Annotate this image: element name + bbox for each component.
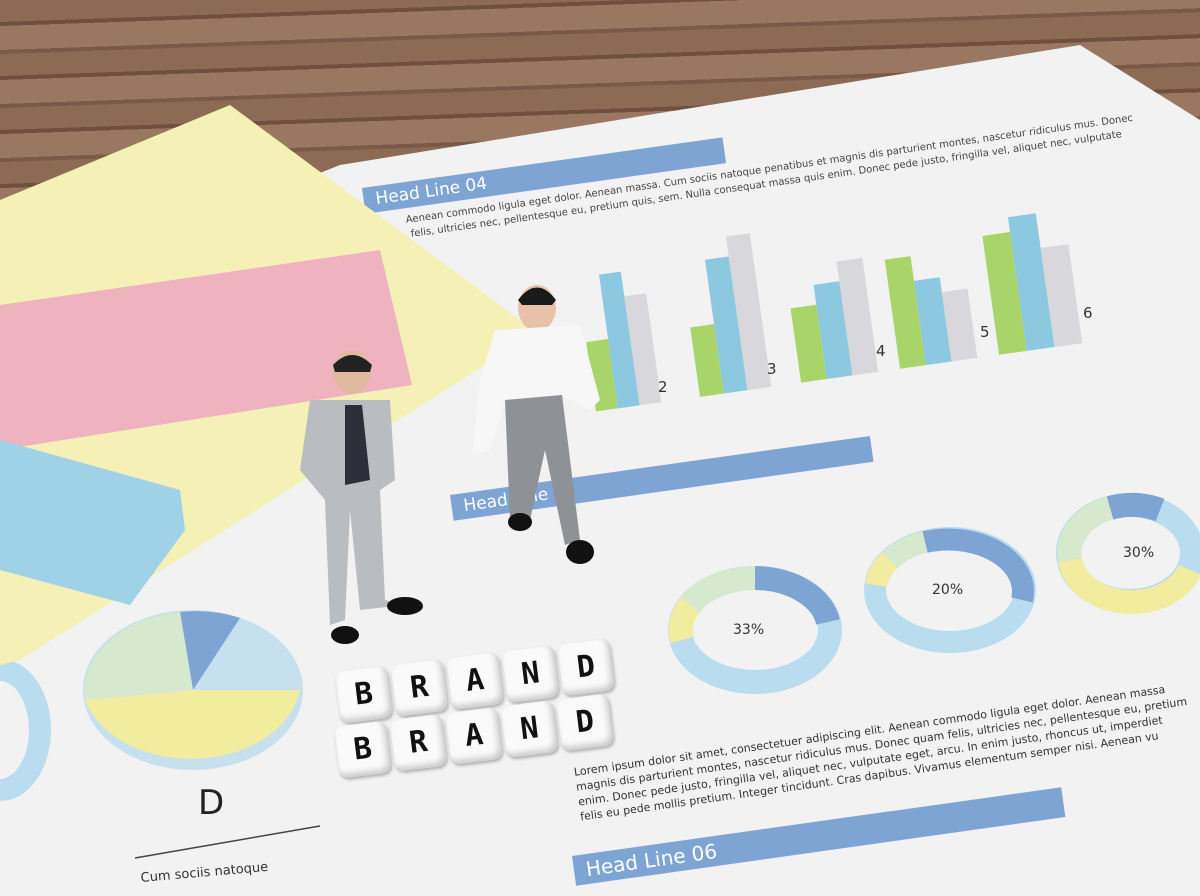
bar xyxy=(913,277,952,366)
bar xyxy=(1008,213,1055,351)
bar-label: 6 xyxy=(1083,304,1093,322)
pie-chart xyxy=(83,610,303,770)
bar xyxy=(704,256,748,394)
bar xyxy=(884,256,926,369)
bar xyxy=(813,281,853,380)
bar xyxy=(941,288,978,362)
bar xyxy=(725,233,772,391)
figurine-suit xyxy=(300,350,423,644)
bar-group-3 xyxy=(790,257,879,383)
bar-label: 3 xyxy=(767,360,777,378)
bar-group-5 xyxy=(982,213,1083,355)
pie-label: D xyxy=(198,783,225,823)
bar-label: 5 xyxy=(980,323,990,341)
donut-30 xyxy=(1056,492,1200,615)
bar-group-2 xyxy=(690,233,772,397)
bar-label: 4 xyxy=(876,342,886,360)
partial-donut-left xyxy=(0,659,51,801)
bar xyxy=(624,293,662,406)
donut-20 xyxy=(864,527,1036,653)
donut-33 xyxy=(668,566,842,694)
bar-group-4 xyxy=(884,256,978,369)
bar xyxy=(690,324,724,397)
figurine-white-shirt xyxy=(472,285,600,564)
bar-group-1 xyxy=(586,271,662,412)
bar xyxy=(1040,244,1083,347)
donut-label: 33% xyxy=(733,622,765,638)
bar xyxy=(790,304,827,383)
bar xyxy=(982,232,1027,355)
donut-label: 30% xyxy=(1123,545,1155,561)
bar xyxy=(836,257,879,376)
divider xyxy=(134,825,321,859)
donut-label: 20% xyxy=(932,582,964,598)
bar-label: 2 xyxy=(658,378,668,396)
bar xyxy=(599,271,640,409)
